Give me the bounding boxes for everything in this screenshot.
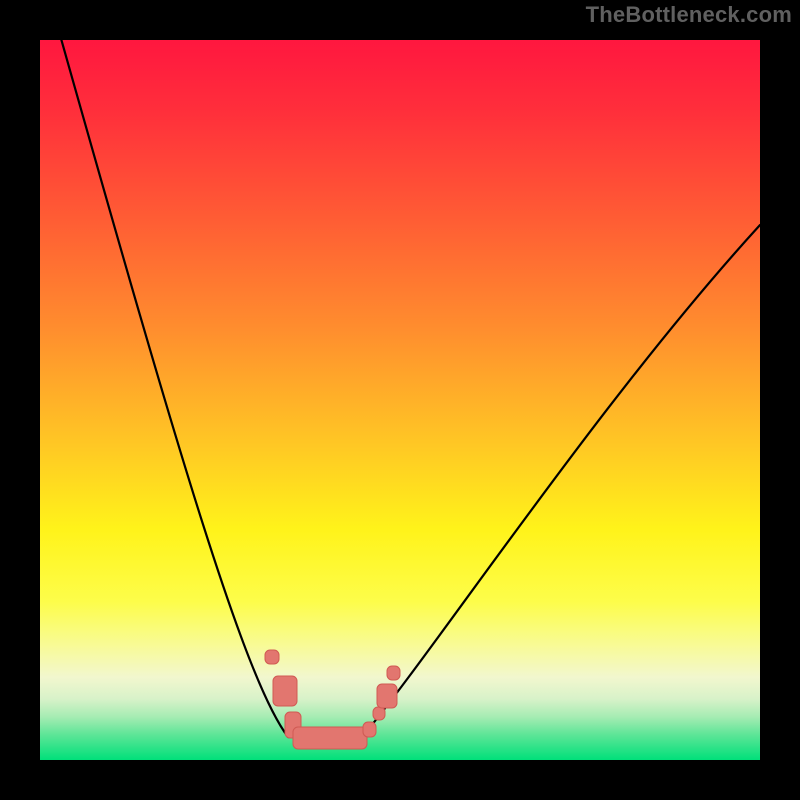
- chart-frame: TheBottleneck.com: [0, 0, 800, 800]
- marker-point: [387, 666, 400, 680]
- plot-background: [40, 40, 760, 760]
- marker-point: [265, 650, 279, 664]
- bottleneck-chart: [0, 0, 800, 800]
- marker-point: [293, 727, 367, 749]
- marker-point: [363, 722, 376, 737]
- marker-point: [273, 676, 297, 706]
- watermark-text: TheBottleneck.com: [586, 2, 792, 28]
- marker-point: [377, 684, 397, 708]
- marker-point: [373, 707, 385, 720]
